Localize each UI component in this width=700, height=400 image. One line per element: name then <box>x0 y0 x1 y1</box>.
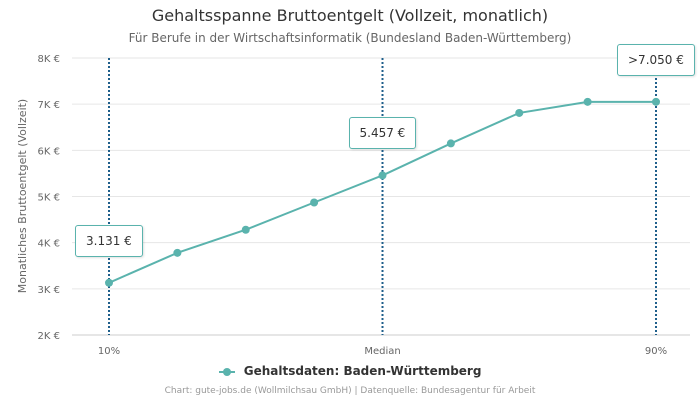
value-callout: >7.050 € <box>617 43 695 76</box>
data-point <box>173 248 182 257</box>
series-line-layer <box>105 97 660 287</box>
x-tick-label: 90% <box>645 346 667 357</box>
y-tick-label: 5K € <box>38 193 60 204</box>
value-callout: 3.131 € <box>75 224 143 257</box>
y-tick-label: 3K € <box>38 285 60 296</box>
data-point <box>378 171 387 180</box>
data-point <box>241 225 250 234</box>
data-point <box>446 139 455 148</box>
y-tick-label: 7K € <box>38 100 60 111</box>
y-axis-label: Monatliches Bruttoentgelt (Vollzeit) <box>16 99 29 293</box>
x-tick-label: 10% <box>98 346 120 357</box>
legend[interactable]: Gehaltsdaten: Baden-Württemberg <box>0 364 700 378</box>
y-tick-label: 6K € <box>38 146 60 157</box>
x-tick-labels: 10% Median 90% <box>98 346 667 357</box>
data-point <box>105 278 113 287</box>
y-tick-labels: 2K € 3K € 4K € 5K € 6K € 7K € 8K € <box>38 54 60 342</box>
data-point <box>583 97 592 106</box>
y-tick-label: 2K € <box>38 331 60 342</box>
y-tick-label: 4K € <box>38 239 60 250</box>
data-point <box>310 198 319 207</box>
value-callout: 5.457 € <box>348 117 417 150</box>
chart-title: Gehaltsspanne Bruttoentgelt (Vollzeit, m… <box>151 6 549 25</box>
legend-series-label: Gehaltsdaten: Baden-Württemberg <box>243 364 482 378</box>
data-point <box>652 97 660 106</box>
data-point <box>515 108 524 117</box>
x-tick-label: Median <box>364 346 400 357</box>
legend-series-marker-icon <box>218 367 235 377</box>
y-tick-label: 8K € <box>38 54 60 65</box>
chart-subtitle: Für Berufe in der Wirtschaftsinformatik … <box>128 31 572 45</box>
chart-credits: Chart: gute-jobs.de (Wollmilchsau GmbH) … <box>164 386 536 396</box>
grid-lines <box>72 57 690 336</box>
